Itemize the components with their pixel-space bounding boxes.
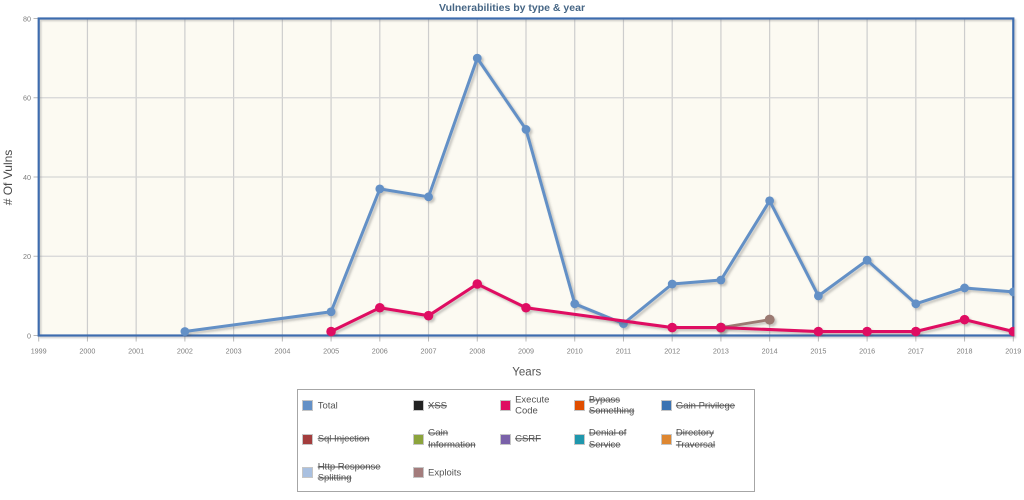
- svg-text:2002: 2002: [177, 347, 193, 356]
- svg-text:2004: 2004: [274, 347, 290, 356]
- svg-text:2003: 2003: [226, 347, 242, 356]
- svg-text:2008: 2008: [469, 347, 485, 356]
- svg-text:2001: 2001: [128, 347, 144, 356]
- svg-text:2019: 2019: [1005, 347, 1021, 356]
- svg-text:20: 20: [23, 252, 31, 261]
- svg-text:2018: 2018: [957, 347, 973, 356]
- svg-text:1999: 1999: [31, 347, 47, 356]
- svg-text:Vulnerabilities by type & year: Vulnerabilities by type & year: [439, 2, 585, 14]
- svg-text:0: 0: [27, 331, 31, 340]
- svg-text:80: 80: [23, 14, 31, 23]
- svg-text:2010: 2010: [567, 347, 583, 356]
- svg-text:Years: Years: [512, 367, 541, 379]
- svg-text:40: 40: [23, 173, 31, 182]
- svg-text:2000: 2000: [79, 347, 95, 356]
- svg-text:2013: 2013: [713, 347, 729, 356]
- svg-text:2009: 2009: [518, 347, 534, 356]
- svg-text:2007: 2007: [421, 347, 437, 356]
- svg-text:2015: 2015: [810, 347, 826, 356]
- svg-text:2016: 2016: [859, 347, 875, 356]
- svg-text:2014: 2014: [762, 347, 778, 356]
- svg-text:2017: 2017: [908, 347, 924, 356]
- svg-text:2012: 2012: [664, 347, 680, 356]
- svg-text:2006: 2006: [372, 347, 388, 356]
- svg-text:2005: 2005: [323, 347, 339, 356]
- svg-text:# Of Vulns: # Of Vulns: [1, 150, 15, 206]
- svg-text:2011: 2011: [616, 347, 631, 356]
- svg-text:60: 60: [23, 94, 31, 103]
